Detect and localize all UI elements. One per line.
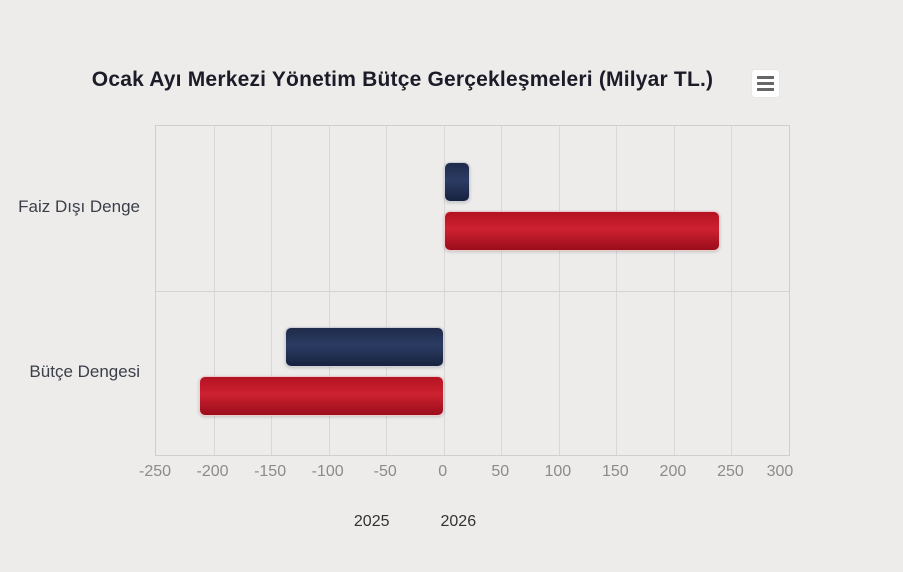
bar-2025-faiz-disi-denge[interactable] [443,162,471,202]
x-axis-label: -200 [196,463,229,480]
legend-marker-icon [329,514,345,530]
x-axis-label: 300 [766,463,794,480]
category-label: Bütçe Dengesi [29,361,140,381]
x-axis-label: -250 [138,463,172,480]
legend-item-2025[interactable]: 2025 [329,513,390,531]
chart-legend: 2025 2026 [0,513,805,531]
chart-context-menu-button[interactable] [752,70,779,97]
budget-bar-chart: Ocak Ayı Merkezi Yönetim Bütçe Gerçekleş… [0,68,805,531]
x-axis-label: -100 [311,463,344,480]
x-axis-label: 250 [717,463,744,480]
hamburger-icon [757,75,774,80]
hamburger-icon [757,81,774,86]
x-axis-label: 0 [438,463,448,480]
bar-2026-butce-dengesi[interactable] [198,375,444,416]
x-axis-label: -150 [254,463,287,480]
hamburger-icon [757,87,774,92]
x-axis-label: -50 [373,463,397,480]
gridline [156,290,789,292]
x-axis-label: 200 [659,463,687,480]
x-axis-label: 100 [544,463,572,480]
plot-area [155,125,790,456]
chart-title: Ocak Ayı Merkezi Yönetim Bütçe Gerçekleş… [91,68,714,91]
legend-label: 2025 [353,513,390,530]
category-label: Faiz Dışı Denge [18,197,140,216]
bar-2026-faiz-disi-denge[interactable] [443,211,720,251]
x-axis-label: 50 [491,463,510,480]
legend-item-2026[interactable]: 2026 [416,513,477,531]
bar-2025-butce-dengesi[interactable] [284,326,444,367]
legend-label: 2026 [440,513,477,530]
legend-marker-icon [416,514,432,530]
x-axis-label: 150 [602,463,629,480]
